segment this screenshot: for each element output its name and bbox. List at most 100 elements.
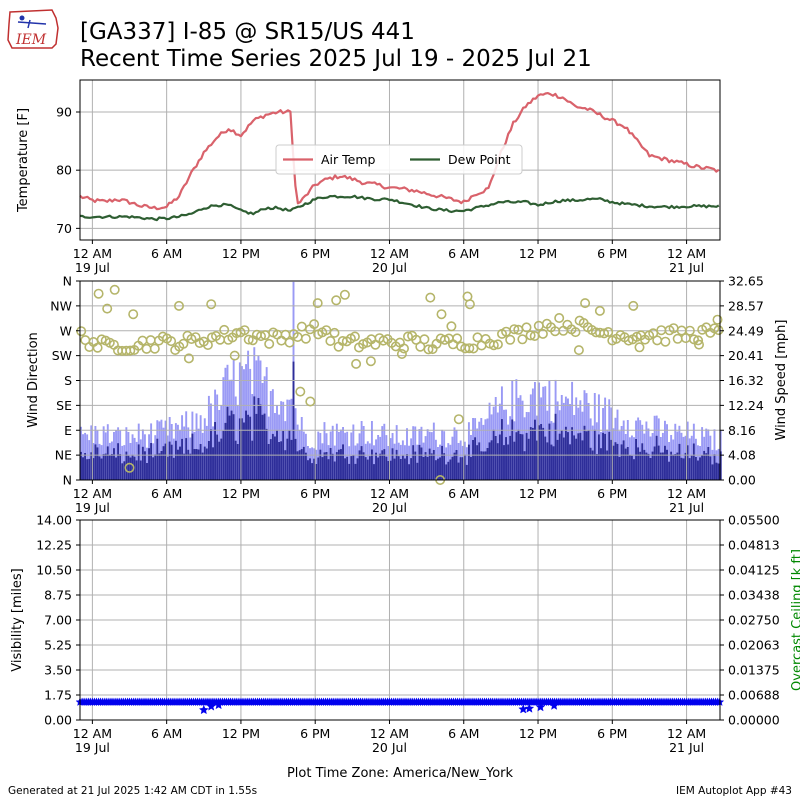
wind-direction-point (712, 314, 723, 325)
x-tick-date-label: 21 Jul (669, 500, 704, 515)
wind-speed-bar (480, 451, 483, 480)
x-tick-label: 12 AM (370, 246, 409, 261)
wind-speed-bar (304, 452, 307, 480)
wind-speed-bar (649, 458, 652, 480)
wind-speed-bar (387, 461, 390, 480)
x-tick-label: 12 AM (73, 486, 112, 501)
x-tick-label: 12 AM (667, 486, 706, 501)
wind-direction-point (305, 396, 316, 407)
wind-speed-bar (315, 464, 318, 480)
wind-direction-point (255, 331, 266, 342)
wind-speed-bar (257, 398, 260, 480)
wind-speed-bar (240, 418, 243, 480)
wind-speed-bar (323, 452, 326, 480)
wind-speed-bar (697, 460, 699, 480)
wind-speed-bar (245, 410, 247, 480)
wind-speed-bar (470, 456, 472, 480)
wind-speed-bar (354, 463, 357, 480)
wind-gust-bar (234, 396, 237, 480)
wind-speed-bar (633, 459, 635, 480)
wind-speed-bar (127, 455, 130, 480)
wind-direction-point (102, 303, 113, 314)
x-tick-label: 12 AM (667, 246, 706, 261)
wind-speed-bar (391, 448, 394, 480)
wind-speed-bar (620, 444, 623, 480)
wind-speed-bar (156, 438, 159, 480)
wind-speed-bar (713, 454, 716, 480)
wind-speed-bar (203, 446, 206, 480)
wind-speed-bar (418, 444, 421, 480)
x-tick-label: 6 AM (151, 486, 182, 501)
wind-speed-bar (719, 451, 722, 480)
wind-speed-y-label: Wind Speed [mph] (774, 320, 789, 441)
wind-speed-bar (688, 458, 691, 480)
wind-gust-bar (236, 405, 239, 480)
x-tick-date-label: 20 Jul (372, 500, 407, 515)
wind-speed-bar (187, 449, 190, 480)
wind-speed-bar (424, 452, 427, 480)
wind-speed-bar (168, 441, 171, 480)
ceiling-tick-label: 0.03438 (728, 588, 780, 603)
wind-gust-bar (251, 394, 254, 480)
wind-direction-point (202, 339, 213, 350)
wind-speed-bar (379, 453, 382, 480)
wind-gust-bar (335, 423, 338, 480)
wind-speed-bar (515, 432, 518, 480)
wind-speed-bar (659, 452, 662, 480)
wind-speed-bar (509, 435, 512, 480)
wind-speed-bar (381, 450, 384, 480)
wind-gust-bar (426, 429, 429, 480)
wind-speed-bar (581, 440, 584, 480)
footer-generated: Generated at 21 Jul 2025 1:42 AM CDT in … (8, 785, 257, 797)
logo-text: IEM (15, 32, 47, 48)
wind-direction-point (398, 343, 409, 354)
wind-speed-bar (406, 454, 408, 480)
temperature-y-tick-label: 80 (56, 163, 72, 178)
wind-speed-bar (286, 438, 289, 480)
wind-speed-bar (366, 459, 369, 480)
wind-direction-tick-label: SE (56, 398, 72, 413)
temperature-y-tick-label: 90 (56, 105, 72, 120)
wind-direction-point (656, 325, 667, 336)
wind-speed-bar (604, 433, 607, 480)
wind-direction-point (684, 325, 695, 336)
wind-speed-bar (670, 451, 673, 480)
wind-speed-bar (674, 454, 677, 480)
wind-gust-bar (701, 427, 704, 480)
visibility-tick-label: 7.00 (44, 613, 72, 628)
wind-gust-bar (416, 444, 419, 480)
x-tick-label: 6 AM (151, 246, 182, 261)
wind-direction-point (505, 334, 516, 345)
wind-direction-point (365, 356, 376, 367)
wind-speed-bar (131, 454, 134, 480)
wind-direction-tick-label: W (60, 323, 72, 338)
wind-direction-point (229, 350, 240, 361)
wind-speed-bar (684, 452, 687, 480)
x-tick-date-label: 19 Jul (75, 740, 110, 755)
wind-direction-tick-label: N (63, 274, 72, 289)
x-tick-label: 12 AM (667, 726, 706, 741)
wind-speed-bar (408, 464, 411, 480)
wind-speed-bar (511, 419, 514, 480)
x-tick-label: 6 PM (597, 246, 627, 261)
wind-direction-point (329, 327, 340, 338)
wind-direction-point (331, 295, 342, 306)
wind-speed-bar (610, 439, 613, 480)
wind-gust-bar (82, 434, 84, 480)
wind-speed-bar (583, 425, 586, 480)
wind-speed-bar (455, 450, 458, 480)
wind-speed-bar (513, 441, 516, 480)
wind-speed-bar (457, 462, 460, 480)
wind-speed-bar (449, 459, 452, 480)
wind-speed-bar (655, 435, 658, 480)
wind-speed-bar (474, 437, 477, 480)
wind-speed-bar (106, 446, 109, 480)
wind-speed-bar (626, 447, 629, 480)
wind-speed-bar (556, 439, 559, 480)
wind-gust-bar (269, 391, 272, 480)
temperature-y-tick-label: 70 (56, 221, 72, 236)
wind-speed-bar (439, 457, 441, 480)
wind-direction-point (309, 319, 320, 330)
wind-speed-bar (146, 463, 148, 480)
